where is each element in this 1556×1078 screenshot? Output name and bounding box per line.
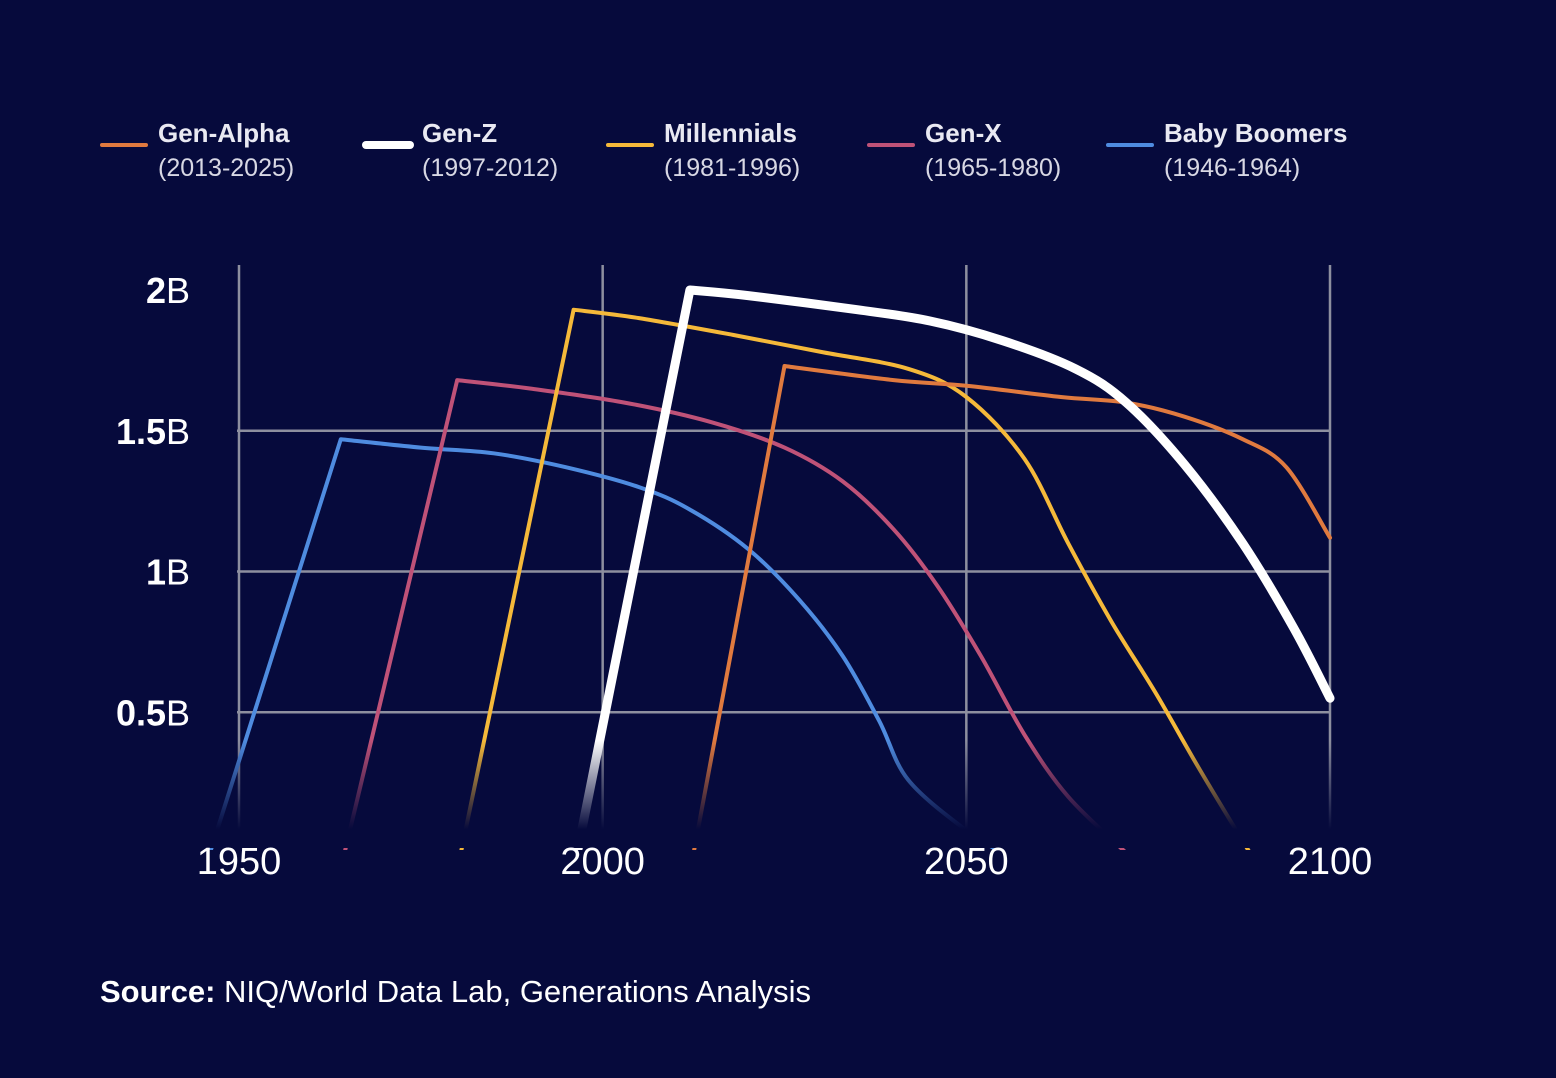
legend-item-gen-x: Gen-X (1965-1980) [867,118,1061,182]
source-note: Source: NIQ/World Data Lab, Generations … [100,974,811,1010]
series-line-gen-z [573,285,1335,850]
y-tick-label-1: 1B [146,552,190,593]
bottom-fade [200,740,1400,848]
grid [237,265,1332,838]
x-tick-label-2100: 2100 [1288,841,1373,883]
x-axis-ticks: 1950 2000 2050 2100 [197,841,1373,883]
legend-name-gen-z: Gen-Z [422,118,497,148]
legend-range-baby-boomers: (1946-1964) [1164,154,1300,182]
y-tick-label-2: 2B [146,270,190,311]
series-line-gen-alpha [692,364,1332,850]
x-tick-label-1950: 1950 [197,841,282,883]
legend-range-gen-alpha: (2013-2025) [158,154,294,182]
legend-name-gen-alpha: Gen-Alpha [158,118,290,148]
series-line-millennials [459,307,1251,850]
legend-range-millennials: (1981-1996) [664,154,800,182]
legend-range-gen-x: (1965-1980) [925,154,1061,182]
legend-name-millennials: Millennials [664,118,797,148]
x-tick-label-2050: 2050 [924,841,1009,883]
y-axis-ticks: 2B 1.5B 1B 0.5B [116,270,190,733]
x-tick-label-2000: 2000 [560,841,645,883]
legend-range-gen-z: (1997-2012) [422,154,558,182]
source-label: Source: [100,974,216,1009]
legend-item-millennials: Millennials (1981-1996) [606,118,800,182]
legend-item-gen-z: Gen-Z (1997-2012) [362,118,558,182]
legend-item-baby-boomers: Baby Boomers (1946-1964) [1106,118,1348,182]
y-tick-label-0.5: 0.5B [116,692,190,733]
y-tick-label-1.5: 1.5B [116,411,190,452]
legend-name-baby-boomers: Baby Boomers [1164,118,1348,148]
source-text: NIQ/World Data Lab, Generations Analysis [224,974,812,1009]
legend-name-gen-x: Gen-X [925,118,1002,148]
legend: Gen-Alpha (2013-2025) Gen-Z (1997-2012) Mill… [100,118,1348,182]
legend-item-gen-alpha: Gen-Alpha (2013-2025) [100,118,294,182]
